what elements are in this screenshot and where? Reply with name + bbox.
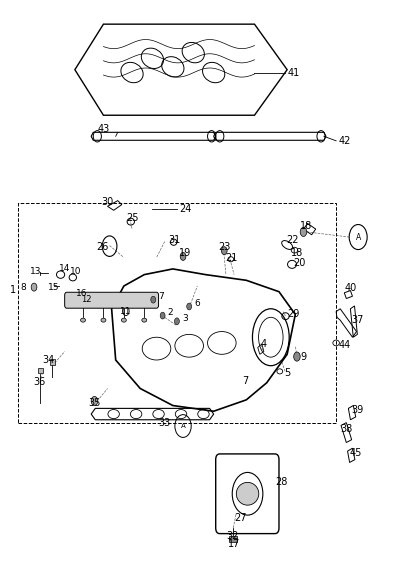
Text: 35: 35	[88, 398, 101, 408]
Text: 42: 42	[338, 136, 351, 146]
Ellipse shape	[101, 318, 106, 322]
Text: 5: 5	[284, 368, 290, 378]
Text: 13: 13	[30, 267, 42, 276]
Text: 23: 23	[219, 243, 231, 252]
Text: 32: 32	[226, 531, 238, 542]
Text: 34: 34	[42, 355, 55, 365]
Circle shape	[187, 303, 192, 310]
Text: 7: 7	[158, 292, 164, 301]
Text: 17: 17	[228, 539, 240, 549]
Bar	[50, 359, 55, 364]
Ellipse shape	[121, 318, 126, 322]
Text: 19: 19	[179, 248, 191, 258]
Text: 12: 12	[81, 295, 92, 304]
Text: 31: 31	[168, 236, 180, 245]
Text: 22: 22	[286, 236, 299, 245]
Text: 10: 10	[70, 267, 81, 276]
Ellipse shape	[81, 318, 85, 322]
Text: 43: 43	[97, 125, 110, 134]
Text: 24: 24	[179, 204, 192, 214]
Text: A: A	[181, 423, 185, 429]
Bar	[229, 537, 237, 542]
Text: 18: 18	[300, 221, 312, 231]
Circle shape	[31, 283, 37, 291]
Text: 29: 29	[287, 309, 300, 319]
Ellipse shape	[236, 482, 259, 505]
Text: 30: 30	[102, 197, 114, 206]
Text: 16: 16	[76, 289, 88, 298]
Text: 7: 7	[242, 376, 249, 386]
Text: 39: 39	[351, 405, 363, 415]
Text: 27: 27	[234, 513, 247, 523]
Circle shape	[160, 312, 165, 319]
Text: 21: 21	[225, 253, 238, 263]
Text: 37: 37	[351, 315, 364, 325]
Text: 6: 6	[194, 299, 200, 308]
Text: 38: 38	[340, 424, 353, 435]
Text: 2: 2	[168, 308, 173, 317]
Text: 1: 1	[9, 285, 16, 295]
Text: 25: 25	[126, 213, 139, 223]
Text: 41: 41	[287, 67, 299, 78]
Text: 40: 40	[344, 283, 357, 293]
Text: 20: 20	[294, 258, 306, 268]
Text: 3: 3	[182, 314, 187, 323]
Circle shape	[151, 296, 156, 303]
Text: 8: 8	[20, 283, 26, 292]
Circle shape	[91, 396, 98, 406]
Circle shape	[222, 247, 227, 255]
Bar	[38, 368, 43, 372]
Text: 11: 11	[120, 307, 131, 316]
Text: 45: 45	[350, 448, 363, 458]
Circle shape	[180, 252, 186, 260]
Circle shape	[175, 318, 179, 325]
FancyBboxPatch shape	[65, 292, 159, 308]
Ellipse shape	[142, 318, 147, 322]
Text: 44: 44	[339, 340, 351, 349]
Bar	[18, 204, 336, 423]
Text: 4: 4	[261, 339, 267, 349]
Text: 33: 33	[159, 418, 171, 428]
Circle shape	[300, 228, 307, 236]
Text: A: A	[356, 233, 361, 241]
Text: 36: 36	[33, 376, 46, 387]
Circle shape	[294, 352, 300, 361]
Text: 26: 26	[97, 243, 109, 252]
Text: 14: 14	[58, 264, 70, 273]
Text: 15: 15	[48, 283, 60, 292]
Text: 18: 18	[291, 248, 303, 258]
Text: 28: 28	[275, 478, 287, 487]
Text: 9: 9	[300, 352, 306, 362]
